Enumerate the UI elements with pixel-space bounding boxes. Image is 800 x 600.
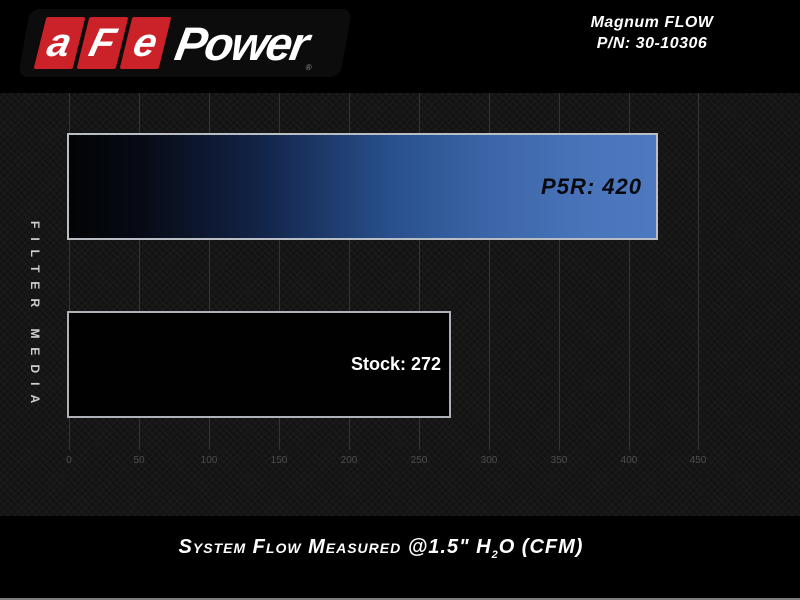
product-part-number: P/N: 30-10306 <box>596 35 708 52</box>
footer: System Flow Measured @1.5" H2O (CFM) <box>0 516 800 600</box>
logo-wordmark: Power <box>171 16 312 70</box>
gridline-250 <box>419 93 420 450</box>
gridline-300 <box>489 93 490 450</box>
logo-letter-e: e <box>128 21 163 65</box>
gridline-0 <box>69 93 70 450</box>
y-axis-label: FILTER MEDIA <box>28 221 42 413</box>
x-tick-0: 0 <box>66 455 72 466</box>
bar-stock: Stock: 272 <box>67 311 451 418</box>
gridline-350 <box>559 93 560 450</box>
logo-letter-f: F <box>84 21 121 65</box>
gridline-200 <box>349 93 350 450</box>
x-tick-300: 300 <box>480 455 498 466</box>
gridline-400 <box>629 93 630 450</box>
bar-chart: FILTER MEDIA P5R: 420 Stock: 272 0 50 10… <box>0 93 800 516</box>
registered-trademark-icon: ® <box>304 63 313 72</box>
x-tick-150: 150 <box>270 455 288 466</box>
x-tick-200: 200 <box>340 455 358 466</box>
caption-text-2: O (CFM) <box>498 536 584 558</box>
x-tick-250: 250 <box>410 455 428 466</box>
logo-letter-a: a <box>42 21 77 65</box>
header: a F e Power ® Magnum FLOW P/N: 30-10306 <box>0 0 800 93</box>
x-tick-50: 50 <box>133 455 145 466</box>
bottom-edge-line <box>0 598 800 600</box>
chart-caption: System Flow Measured @1.5" H2O (CFM) <box>0 536 762 561</box>
afe-power-logo: a F e Power ® <box>18 9 352 77</box>
bar-p5r: P5R: 420 <box>67 133 658 240</box>
caption-subscript: 2 <box>491 549 499 561</box>
gridline-450 <box>698 93 699 450</box>
x-tick-350: 350 <box>550 455 568 466</box>
product-info: Magnum FLOW P/N: 30-10306 <box>562 12 742 54</box>
gridline-100 <box>209 93 210 450</box>
x-tick-400: 400 <box>620 455 638 466</box>
x-tick-100: 100 <box>200 455 218 466</box>
product-name: Magnum FLOW <box>590 14 714 31</box>
gridline-150 <box>279 93 280 450</box>
bar-label-stock: Stock: 272 <box>350 354 441 374</box>
logo-letter-block-e: e <box>119 17 172 69</box>
bar-label-p5r: P5R: 420 <box>541 173 642 199</box>
caption-text-1: System Flow Measured @1.5" H <box>178 536 492 558</box>
x-tick-450: 450 <box>689 455 707 466</box>
gridline-50 <box>139 93 140 450</box>
